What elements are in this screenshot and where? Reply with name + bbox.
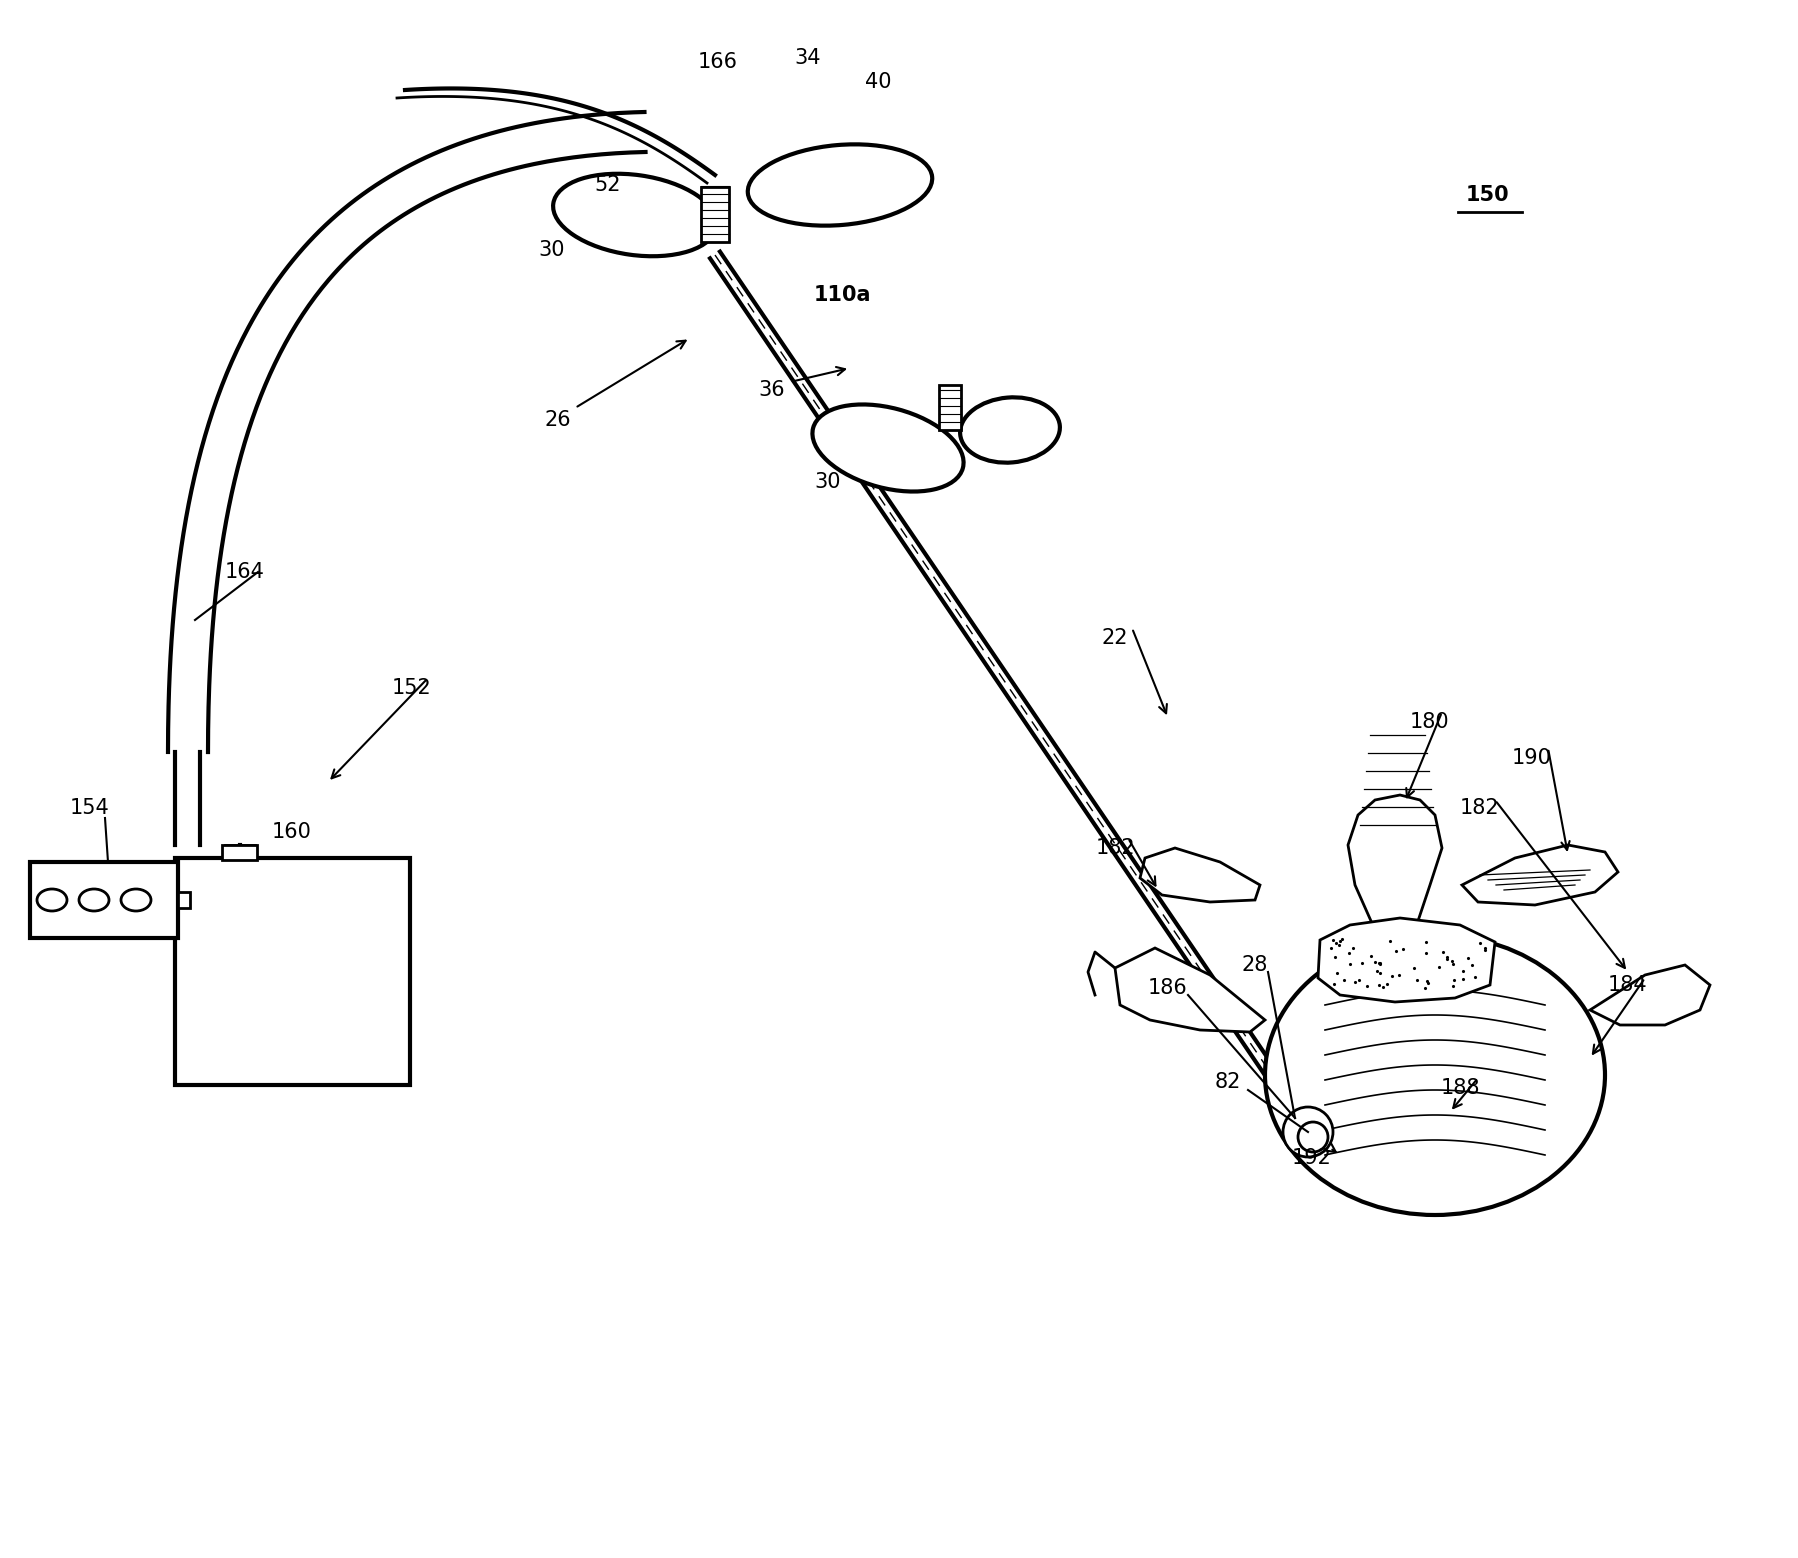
Text: 150: 150 <box>1465 185 1510 206</box>
Ellipse shape <box>813 405 964 491</box>
Bar <box>174 858 410 1084</box>
Text: 154: 154 <box>70 798 110 818</box>
Bar <box>939 385 960 430</box>
Text: 22: 22 <box>1102 628 1129 648</box>
Text: 26: 26 <box>545 410 572 430</box>
Text: 186: 186 <box>1149 978 1188 999</box>
Ellipse shape <box>748 145 931 226</box>
Polygon shape <box>1115 947 1266 1031</box>
Text: 30: 30 <box>814 472 841 492</box>
Circle shape <box>1284 1108 1332 1158</box>
Ellipse shape <box>554 174 717 256</box>
Text: 52: 52 <box>595 174 622 195</box>
Text: 182: 182 <box>1095 838 1135 858</box>
Circle shape <box>1298 1122 1329 1151</box>
Text: 34: 34 <box>795 48 822 69</box>
Text: 152: 152 <box>392 678 432 698</box>
Polygon shape <box>1140 848 1260 902</box>
Bar <box>178 893 191 908</box>
Text: 184: 184 <box>1607 975 1647 996</box>
Ellipse shape <box>38 890 67 911</box>
Bar <box>701 187 728 241</box>
Polygon shape <box>1462 844 1618 905</box>
Text: 182: 182 <box>1460 798 1500 818</box>
Text: 180: 180 <box>1410 712 1449 732</box>
Polygon shape <box>1589 964 1710 1025</box>
Polygon shape <box>1348 795 1442 930</box>
Ellipse shape <box>1266 935 1606 1215</box>
Text: 160: 160 <box>271 823 311 841</box>
Text: 82: 82 <box>1215 1072 1241 1092</box>
Text: 188: 188 <box>1440 1078 1480 1098</box>
Text: 192: 192 <box>1293 1148 1332 1168</box>
Text: 190: 190 <box>1512 748 1552 768</box>
Polygon shape <box>1318 918 1494 1002</box>
Text: 36: 36 <box>759 380 786 400</box>
Ellipse shape <box>79 890 110 911</box>
Ellipse shape <box>120 890 151 911</box>
Text: 28: 28 <box>1242 955 1268 975</box>
Bar <box>221 844 257 860</box>
Text: 164: 164 <box>225 562 264 583</box>
Ellipse shape <box>960 397 1059 463</box>
Text: 30: 30 <box>539 240 565 260</box>
Text: 40: 40 <box>865 72 892 92</box>
Bar <box>31 862 178 938</box>
Text: 110a: 110a <box>813 285 870 305</box>
Text: 166: 166 <box>698 51 737 72</box>
